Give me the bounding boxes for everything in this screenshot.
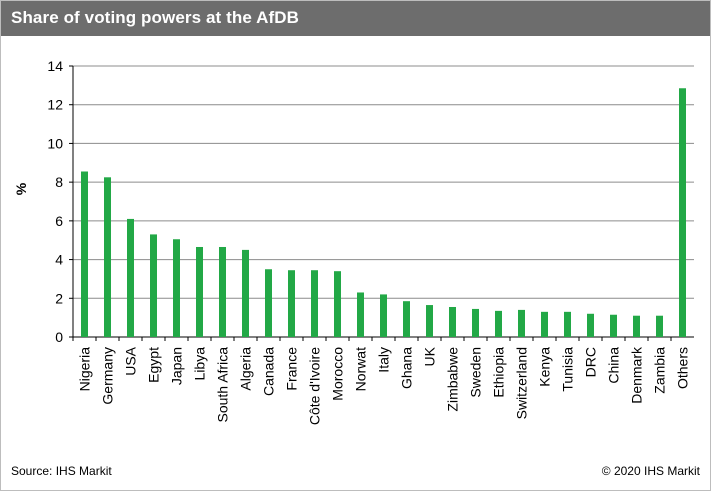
bar — [472, 308, 479, 337]
bar — [196, 246, 203, 337]
bar — [541, 311, 548, 337]
source-note: Source: IHS Markit — [11, 464, 112, 478]
bar — [311, 270, 318, 337]
chart-title: Share of voting powers at the AfDB — [11, 8, 300, 27]
y-tick-label: 4 — [55, 252, 63, 268]
x-tick-label: Others — [675, 347, 691, 389]
y-tick-label: 14 — [47, 58, 63, 74]
bar — [104, 177, 111, 337]
x-tick-label: China — [606, 347, 622, 384]
x-tick-label: Zimbabwe — [445, 347, 461, 412]
x-tick-label: Germany — [100, 347, 116, 405]
bar — [587, 313, 594, 337]
x-tick-label: Sweden — [468, 347, 484, 398]
bar-chart: 0 2 4 6 8 10 12 14 Nigeria Germany USA Egypt Japan Li… — [47, 58, 694, 425]
x-tick-label: Canada — [261, 347, 277, 396]
x-tick-label: Ethiopia — [491, 347, 507, 398]
x-tick-label: Kenya — [537, 347, 553, 387]
bar — [403, 301, 410, 337]
y-tick-label: 10 — [47, 135, 63, 151]
bar — [288, 270, 295, 337]
bar — [518, 309, 525, 337]
x-tick-label: Tunisia — [560, 347, 576, 392]
y-tick-label: 8 — [55, 174, 63, 190]
x-tick-label: Zambia — [652, 347, 668, 394]
y-tick-label: 6 — [55, 213, 63, 229]
bar — [242, 249, 249, 337]
x-tick-label: Libya — [192, 347, 208, 381]
x-tick-label: UK — [422, 346, 438, 366]
y-tick-label: 12 — [47, 97, 63, 113]
x-tick-label: Denmark — [629, 346, 645, 404]
bar — [380, 294, 387, 337]
x-tick-label: Côte d'Ivoire — [307, 347, 323, 425]
bar — [656, 315, 663, 337]
x-tick-label: Ghana — [399, 347, 415, 389]
bar — [334, 271, 341, 337]
x-tick-label: Switzerland — [514, 347, 530, 419]
bar — [81, 171, 88, 337]
x-tick-label: France — [284, 347, 300, 391]
bar — [357, 292, 364, 337]
bar — [679, 88, 686, 337]
x-tick-label: South Africa — [215, 347, 231, 423]
bar — [265, 269, 272, 337]
x-tick-label: Egypt — [146, 347, 162, 383]
bar — [219, 246, 226, 337]
y-tick-label: 0 — [55, 329, 63, 345]
bar — [495, 310, 502, 337]
x-tick-label: Japan — [169, 347, 185, 385]
bar — [150, 234, 157, 337]
y-tick-label: 2 — [55, 290, 63, 306]
x-tick-label: USA — [123, 346, 139, 375]
bar — [173, 239, 180, 337]
copyright-note: © 2020 IHS Markit — [601, 464, 700, 478]
x-tick-label: Nigeria — [77, 347, 93, 392]
bar — [127, 218, 134, 337]
bar — [449, 306, 456, 337]
x-tick-label: DRC — [583, 347, 599, 377]
x-tick-label: Morocco — [330, 347, 346, 401]
bar — [564, 311, 571, 337]
bar — [426, 305, 433, 337]
bar — [633, 315, 640, 337]
bar — [610, 314, 617, 337]
x-tick-label: Norwat — [353, 347, 369, 391]
x-tick-label: Algeria — [238, 347, 254, 391]
x-tick-label: Italy — [376, 347, 392, 373]
chart-header: Share of voting powers at the AfDB — [1, 1, 710, 36]
